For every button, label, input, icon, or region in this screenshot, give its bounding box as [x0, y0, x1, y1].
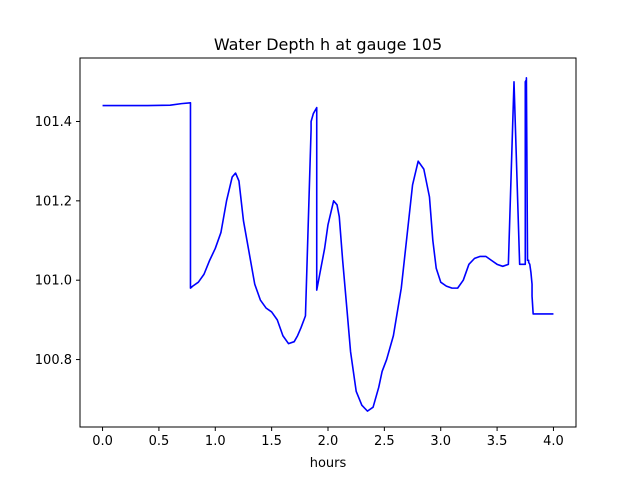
chart-title: Water Depth h at gauge 105 [214, 35, 442, 54]
y-tick-label: 101.0 [35, 274, 72, 289]
x-tick-label: 2.5 [374, 434, 395, 449]
y-tick-label: 101.2 [35, 194, 72, 209]
x-tick-label: 3.0 [430, 434, 451, 449]
plot-area: 0.0 0.5 1.0 1.5 2.0 2.5 3.0 3.5 4.0 100.8 101.0 101… [35, 57, 577, 449]
x-tick-label: 0.0 [92, 434, 113, 449]
y-tick-label: 100.8 [35, 353, 72, 368]
x-tick-label: 0.5 [149, 434, 170, 449]
x-axis-label: hours [310, 456, 347, 471]
y-tick-label: 101.4 [35, 115, 72, 130]
x-tick-label: 1.5 [261, 434, 282, 449]
x-tick-label: 2.0 [318, 434, 339, 449]
x-tick-label: 1.0 [205, 434, 226, 449]
x-tick-label: 4.0 [543, 434, 564, 449]
series-line-0 [102, 77, 554, 412]
x-tick-label: 3.5 [487, 434, 508, 449]
